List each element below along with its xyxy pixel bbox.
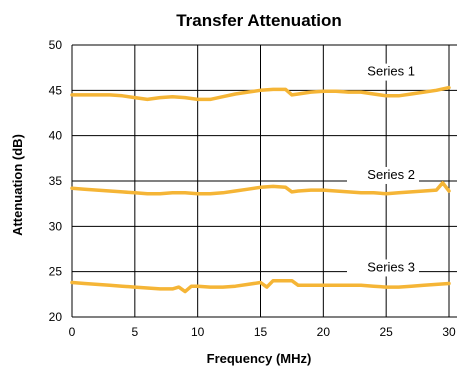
x-tick-label: 15 — [254, 325, 268, 339]
series-2-label: Series 2 — [367, 167, 415, 182]
x-tick-label: 30 — [442, 325, 456, 339]
series-1-line — [70, 85, 451, 102]
series-label-background — [347, 166, 419, 184]
x-tick-label: 0 — [69, 325, 76, 339]
series-label-background — [347, 259, 419, 277]
y-tick-label: 20 — [49, 310, 63, 324]
series-2-label-group: Series 2 — [347, 166, 419, 184]
x-tick-label: 20 — [317, 325, 331, 339]
chart-title: Transfer Attenuation — [176, 11, 342, 30]
series-labels: Series 1 Series 2 Series 3 — [347, 63, 419, 277]
y-tick-label: 45 — [49, 83, 63, 97]
series-label-background — [347, 63, 419, 81]
series-3-label-group: Series 3 — [347, 259, 419, 277]
x-axis-label: Frequency (MHz) — [207, 351, 312, 366]
x-tick-label: 25 — [379, 325, 393, 339]
series-2-line — [70, 181, 451, 196]
x-tick-label: 10 — [191, 325, 205, 339]
series-3-label: Series 3 — [367, 259, 415, 274]
axis-ticks: 20 25 30 35 40 45 50 0 5 10 15 20 25 30 — [49, 38, 456, 339]
y-tick-label: 40 — [49, 129, 63, 143]
y-axis-label: Attenuation (dB) — [10, 134, 25, 236]
y-tick-label: 30 — [49, 219, 63, 233]
series-3-line — [70, 278, 451, 294]
series-1-label: Series 1 — [367, 64, 415, 79]
series-group — [70, 85, 451, 294]
y-tick-label: 25 — [49, 265, 63, 279]
series-1-label-group: Series 1 — [347, 63, 419, 81]
x-tick-label: 5 — [131, 325, 138, 339]
y-tick-label: 50 — [49, 38, 63, 52]
y-tick-label: 35 — [49, 174, 63, 188]
